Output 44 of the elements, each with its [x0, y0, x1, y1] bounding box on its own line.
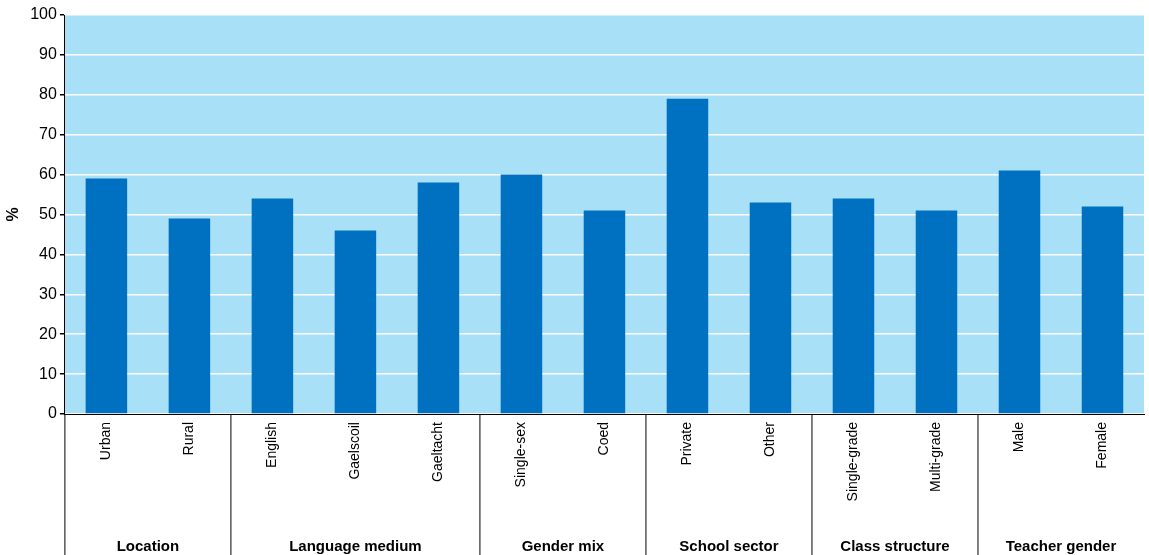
x-tick-label: Single-sex — [512, 422, 529, 488]
x-tick-label: Gaeltacht — [429, 421, 446, 482]
text: Language medium — [289, 536, 422, 554]
bar — [168, 218, 211, 414]
text: Teacher gender — [1005, 536, 1117, 554]
bar — [417, 182, 460, 414]
y-axis-title: % — [4, 207, 22, 222]
text: Class structure — [840, 536, 950, 554]
x-tick-label: Urban — [97, 422, 114, 461]
y-tick-label: 30 — [39, 284, 57, 302]
bar — [832, 198, 875, 414]
bar — [915, 210, 958, 414]
x-tick-label: Multi-grade — [927, 421, 944, 493]
x-tick-label: Other — [761, 421, 778, 458]
bar — [500, 174, 543, 414]
bar — [749, 202, 792, 414]
x-tick-label: Private — [678, 421, 695, 466]
x-tick-label: Male — [1010, 421, 1027, 453]
x-tick-label: English — [263, 422, 280, 468]
y-tick-label: 60 — [39, 165, 57, 183]
y-tick-label: 50 — [39, 204, 57, 222]
text: Gender mix — [521, 536, 605, 554]
bar — [334, 230, 377, 414]
y-tick-label: 90 — [39, 45, 57, 63]
text: Location — [116, 536, 180, 554]
y-tick-label: 40 — [39, 244, 57, 262]
x-tick-label: Rural — [180, 422, 197, 456]
text: School sector — [679, 536, 779, 554]
y-tick-label: 20 — [39, 324, 57, 342]
x-tick-label: Single-grade — [844, 421, 861, 502]
bar — [666, 98, 709, 414]
x-tick-label: Gaelscoil — [346, 422, 363, 480]
bar — [1081, 206, 1124, 414]
x-tick-label: Coed — [595, 422, 612, 456]
bar — [583, 210, 626, 414]
y-tick-label: 0 — [47, 404, 57, 422]
y-tick-label: 10 — [39, 364, 57, 382]
x-tick-label: Female — [1093, 421, 1110, 469]
bar — [251, 198, 294, 414]
y-tick-label: 80 — [39, 85, 57, 103]
bar — [998, 170, 1041, 414]
y-tick-label: 100 — [30, 5, 57, 23]
y-tick-label: 70 — [39, 125, 57, 143]
bar — [85, 178, 128, 414]
